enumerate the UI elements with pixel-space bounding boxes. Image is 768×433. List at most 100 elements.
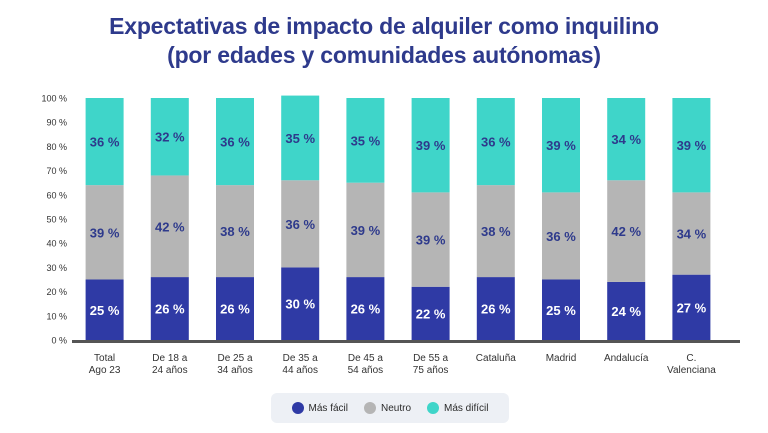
x-tick-label: C.: [686, 353, 696, 364]
data-label: 26 %: [481, 302, 511, 317]
data-label: 39 %: [416, 233, 446, 248]
y-tick-label: 70 %: [46, 166, 67, 176]
bar-segment: [607, 281, 646, 340]
y-tick-label: 100 %: [41, 94, 67, 104]
data-label: 39 %: [677, 138, 707, 153]
legend-item-mas-dificil: Más difícil: [427, 402, 488, 414]
y-tick-label: 20 %: [46, 287, 67, 297]
x-axis-line: [72, 340, 740, 343]
data-label: 36 %: [481, 135, 511, 150]
y-tick-label: 60 %: [46, 190, 67, 200]
data-label: 38 %: [481, 224, 511, 239]
bar-segment: [672, 274, 711, 340]
y-tick-label: 90 %: [46, 118, 67, 128]
y-tick-label: 50 %: [46, 215, 67, 225]
bar-segment: [542, 279, 580, 340]
x-tick-label: De 18 a: [152, 353, 187, 364]
data-label: 26 %: [351, 302, 381, 317]
data-label: 22 %: [416, 306, 446, 321]
chart-title-line: Expectativas de impacto de alquiler como…: [109, 13, 659, 39]
bar-segment: [672, 192, 711, 275]
data-label: 34 %: [611, 132, 641, 147]
data-label: 36 %: [220, 135, 250, 150]
legend-swatch-mas-facil: [291, 402, 304, 414]
x-tick-label: Valenciana: [667, 365, 716, 376]
chart-subtitle-line: (por edades y comunidades autónomas): [167, 42, 601, 68]
data-label: 35 %: [285, 131, 315, 146]
data-label: 34 %: [677, 227, 707, 242]
bar-segment: [346, 98, 385, 183]
data-label: 42 %: [155, 219, 185, 234]
bar-segment: [346, 277, 385, 340]
bar-segment: [346, 182, 385, 278]
data-label: 39 %: [416, 138, 446, 153]
data-label: 26 %: [155, 302, 185, 317]
legend-swatch-neutro: [363, 402, 376, 414]
chart-title: Expectativas de impacto de alquiler como…: [0, 12, 768, 70]
x-tick-label: Ago 23: [89, 365, 121, 376]
data-label: 39 %: [546, 138, 576, 153]
data-label: 36 %: [90, 135, 120, 150]
x-tick-label: 24 años: [152, 365, 188, 376]
x-tick-label: Madrid: [546, 353, 577, 364]
x-tick-label: Total: [94, 353, 115, 364]
bar-segment: [85, 279, 124, 340]
bar-segment: [281, 267, 320, 340]
bar-segment: [85, 185, 124, 280]
data-label: 36 %: [546, 229, 576, 244]
bar-segment: [150, 277, 189, 340]
bar-segment: [150, 98, 189, 176]
data-label: 39 %: [90, 225, 120, 240]
x-tick-label: Cataluña: [476, 353, 516, 364]
data-label: 38 %: [220, 224, 250, 239]
x-tick-label: 44 años: [282, 365, 318, 376]
x-tick-label: 34 años: [217, 365, 253, 376]
bar-segment: [476, 277, 515, 340]
y-tick-label: 10 %: [46, 311, 67, 321]
data-label: 39 %: [351, 223, 381, 238]
y-tick-label: 0 %: [51, 336, 67, 346]
data-label: 26 %: [220, 302, 250, 317]
bar-segment: [411, 192, 450, 287]
x-tick-label: De 45 a: [348, 353, 383, 364]
bar-segment: [607, 98, 646, 181]
x-tick-label: 75 años: [413, 365, 449, 376]
data-label: 32 %: [155, 130, 185, 145]
bar-segment: [85, 98, 124, 186]
bar-segment: [607, 180, 646, 282]
legend-label-mas-facil: Más fácil: [308, 402, 348, 414]
data-label: 24 %: [611, 304, 641, 319]
data-label: 25 %: [546, 303, 576, 318]
data-label: 36 %: [285, 217, 315, 232]
data-label: 27 %: [677, 300, 707, 315]
bar-segment: [542, 98, 580, 193]
data-label: 42 %: [611, 224, 641, 239]
bar-segment: [672, 98, 711, 193]
data-label: 30 %: [285, 297, 315, 312]
legend-item-mas-facil: Más fácil: [291, 402, 348, 414]
bar-segment: [411, 98, 450, 193]
legend-item-neutro: Neutro: [363, 402, 411, 414]
x-tick-label: Andalucía: [604, 353, 649, 364]
y-tick-label: 40 %: [46, 239, 67, 249]
legend-label-neutro: Neutro: [380, 402, 411, 414]
y-tick-label: 80 %: [46, 142, 67, 152]
y-tick-label: 30 %: [46, 263, 67, 273]
bar-segment: [216, 277, 254, 340]
bar-segment: [216, 185, 254, 278]
bar-segment: [150, 175, 189, 278]
bar-segment: [281, 180, 320, 268]
bar-segment: [476, 185, 515, 278]
bar-segment: [476, 98, 515, 186]
x-tick-label: De 35 a: [283, 353, 318, 364]
x-tick-label: De 25 a: [217, 353, 252, 364]
bar-segment: [281, 95, 320, 181]
bar-segment: [411, 286, 450, 340]
bar-segment: [216, 98, 254, 186]
bar-segment: [542, 192, 580, 280]
x-tick-label: 54 años: [348, 365, 384, 376]
chart-legend: Más fácil Neutro Más difícil: [271, 393, 509, 423]
legend-swatch-mas-dificil: [427, 402, 439, 414]
data-label: 25 %: [90, 303, 120, 318]
